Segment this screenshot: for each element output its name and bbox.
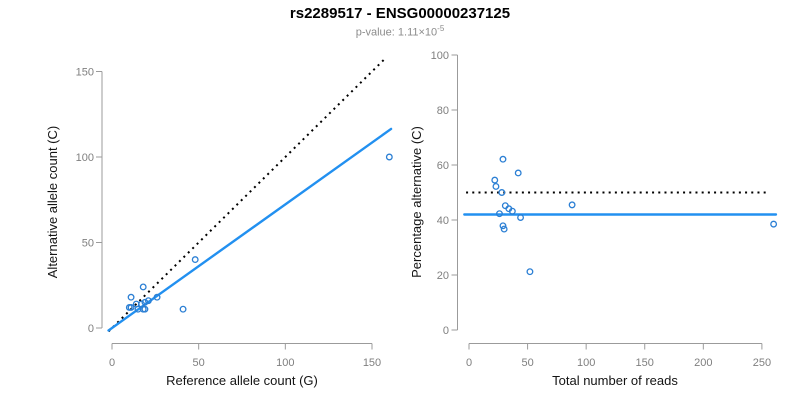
data-point	[491, 176, 499, 184]
data-point	[153, 293, 161, 301]
x-tick-label: 100	[276, 357, 294, 369]
data-point	[127, 293, 135, 301]
identity-line	[107, 57, 387, 333]
data-point	[385, 153, 393, 161]
data-point	[517, 214, 525, 221]
x-tick-label: 250	[753, 357, 771, 369]
data-point	[141, 298, 149, 306]
y-tick-label: 50	[82, 238, 94, 250]
data-point	[770, 220, 778, 228]
y-tick-label: 20	[437, 270, 449, 282]
data-point	[141, 305, 149, 313]
y-tick-label: 100	[76, 152, 94, 164]
data-point	[496, 210, 503, 218]
x-tick-label: 0	[109, 357, 115, 369]
data-point	[499, 155, 507, 163]
x-tick-label: 0	[466, 357, 472, 369]
y-tick-label: 40	[437, 215, 449, 227]
y-tick-label: 150	[76, 67, 94, 79]
data-point	[500, 225, 508, 233]
right-y-axis-title: Percentage alternative (C)	[409, 126, 424, 278]
regression-line	[107, 127, 393, 332]
data-point	[191, 256, 199, 264]
data-point	[127, 304, 135, 311]
x-tick-label: 50	[521, 357, 533, 369]
y-tick-label: 0	[88, 323, 94, 335]
x-tick-label: 50	[193, 357, 205, 369]
x-tick-label: 150	[363, 357, 381, 369]
y-tick-label: 80	[437, 105, 449, 117]
data-point	[144, 297, 152, 305]
data-point	[498, 189, 506, 196]
left-y-axis-title: Alternative allele count (C)	[45, 126, 60, 278]
y-tick-label: 60	[437, 160, 449, 172]
left-x-axis-title: Reference allele count (G)	[166, 373, 318, 388]
left-plot-panel: 0 50 100 150 0 50 100 150	[76, 57, 393, 369]
x-tick-label: 150	[636, 357, 654, 369]
y-tick-label: 100	[431, 50, 449, 62]
x-tick-label: 100	[577, 357, 595, 369]
data-point	[508, 207, 516, 215]
page-title: rs2289517 - ENSG00000237125	[289, 5, 511, 22]
data-point	[139, 283, 147, 291]
pvalue-text: p-value: 1.11×10	[355, 26, 438, 39]
data-point	[568, 201, 576, 209]
data-point	[499, 222, 507, 230]
data-point	[179, 305, 187, 313]
data-point	[492, 182, 500, 190]
x-tick-label: 200	[694, 357, 712, 369]
pvalue-subtitle: p-value: 1.11×10-5	[0, 24, 800, 39]
data-point	[514, 169, 522, 177]
data-point	[526, 268, 534, 276]
pvalue-exponent: -5	[437, 24, 445, 33]
y-tick-label: 0	[443, 325, 449, 337]
right-x-axis-title: Total number of reads	[552, 373, 678, 388]
right-plot-panel: 0 20 40 60 80 100 0 50 100 150 200 250	[431, 50, 778, 369]
